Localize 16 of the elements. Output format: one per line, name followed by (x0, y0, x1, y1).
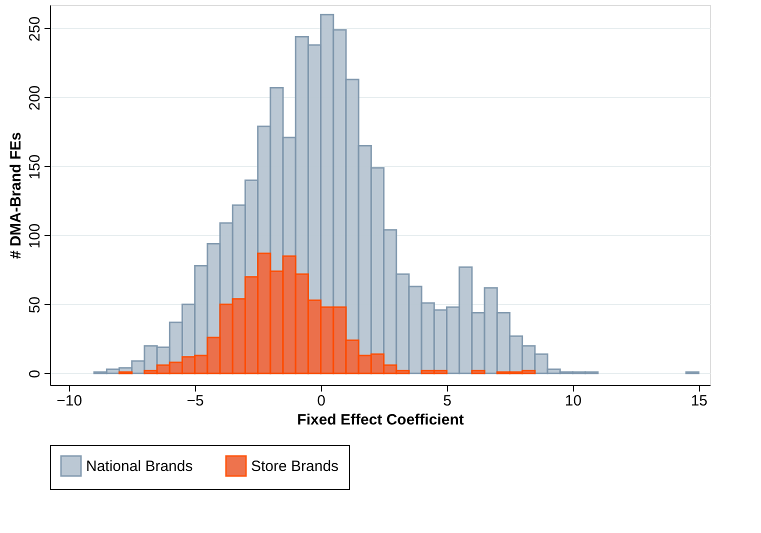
x-tick-label: −5 (186, 392, 204, 410)
x-tick-label: 10 (564, 392, 582, 410)
x-tick-label: 5 (443, 392, 452, 410)
x-tick-label: 0 (317, 392, 326, 410)
legend-label: National Brands (86, 458, 193, 475)
x-tick-label: 15 (690, 392, 708, 410)
y-tick-label: 150 (26, 154, 44, 180)
x-axis-title: Fixed Effect Coefficient (297, 412, 464, 428)
y-axis-title: # DMA-Brand FEs (8, 132, 24, 259)
y-tick-label: 100 (26, 223, 44, 248)
x-tick-label: −10 (56, 392, 82, 410)
y-tick-label: 50 (26, 296, 44, 314)
y-tick-label: 0 (26, 370, 44, 378)
legend-label: Store Brands (251, 458, 339, 475)
y-tick-label: 250 (26, 16, 44, 42)
y-tick-label: 200 (26, 85, 44, 110)
